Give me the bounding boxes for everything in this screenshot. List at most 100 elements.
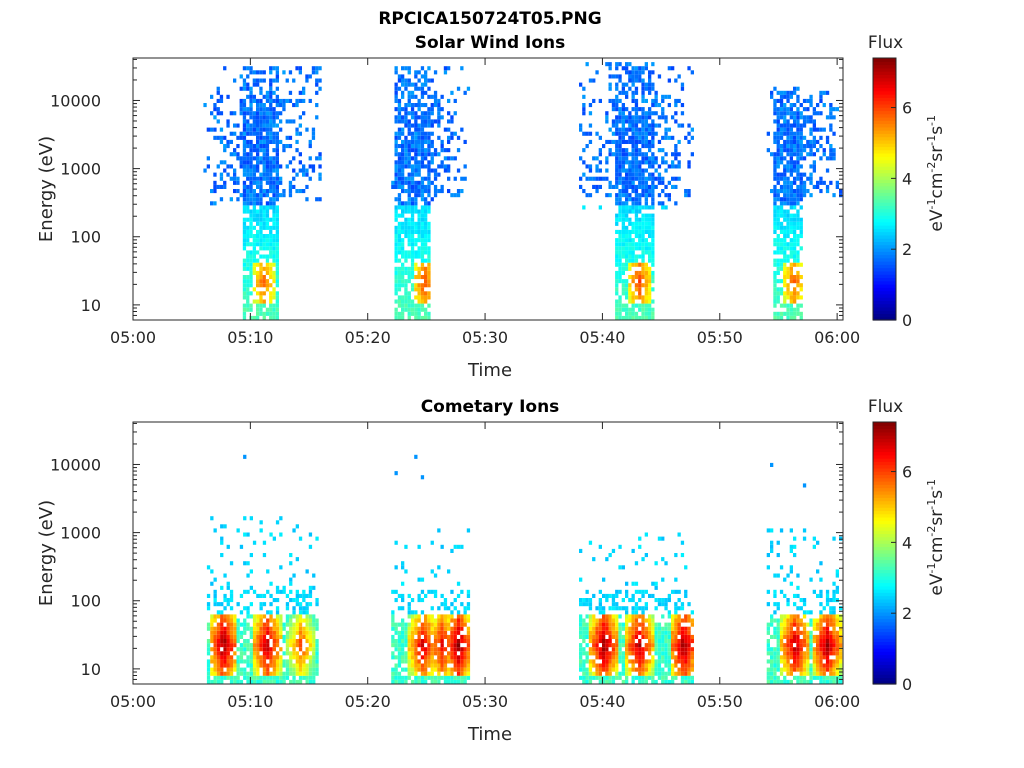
heatmap-cell <box>680 671 685 676</box>
heatmap-cell <box>269 626 273 631</box>
heatmap-cell <box>773 258 777 263</box>
heatmap-cell <box>776 180 780 185</box>
heatmap-cell <box>641 242 645 247</box>
heatmap-cell <box>249 283 253 288</box>
heatmap-cell <box>651 127 655 132</box>
heatmap-cell <box>447 176 451 181</box>
heatmap-cell <box>420 164 425 169</box>
heatmap-cell <box>269 103 273 108</box>
heatmap-cell <box>262 299 266 304</box>
heatmap-cell <box>638 205 642 210</box>
heatmap-cell <box>651 675 655 680</box>
heatmap-cell <box>427 639 431 644</box>
heatmap-cell <box>631 209 635 214</box>
heatmap-cell <box>651 156 655 161</box>
heatmap-cell <box>242 291 247 296</box>
heatmap-cell <box>414 225 418 230</box>
heatmap-cell <box>595 189 599 194</box>
heatmap-cell <box>437 647 441 652</box>
heatmap-cell <box>420 213 425 218</box>
heatmap-cell <box>269 98 273 103</box>
heatmap-cell <box>628 315 632 320</box>
heatmap-cell <box>256 647 260 652</box>
heatmap-cell <box>684 135 688 140</box>
heatmap-cell <box>789 229 793 234</box>
heatmap-cell <box>420 66 425 71</box>
heatmap-cell <box>242 168 247 173</box>
heatmap-cell <box>443 671 448 676</box>
heatmap-cell <box>219 98 224 103</box>
heatmap-cell <box>641 86 645 91</box>
heatmap-cell <box>618 144 622 149</box>
heatmap-cell <box>822 148 826 153</box>
colorbar-segment <box>873 202 896 206</box>
heatmap-cell <box>285 614 290 619</box>
heatmap-cell <box>315 78 319 83</box>
heatmap-cell <box>615 127 619 132</box>
heatmap-cell <box>638 262 642 267</box>
heatmap-cell <box>269 205 273 210</box>
heatmap-cell <box>615 160 619 165</box>
heatmap-cell <box>252 78 256 83</box>
colorbar-segment <box>873 100 896 105</box>
heatmap-cell <box>308 647 313 652</box>
heatmap-cell <box>397 111 402 116</box>
heatmap-cell <box>236 671 240 676</box>
heatmap-cell <box>437 111 441 116</box>
heatmap-cell <box>292 667 296 672</box>
heatmap-cell <box>394 630 398 635</box>
heatmap-cell <box>242 115 247 120</box>
heatmap-cell <box>256 123 260 128</box>
heatmap-cell <box>279 647 283 652</box>
heatmap-cell <box>588 139 593 144</box>
heatmap-cell <box>407 94 411 99</box>
heatmap-cell <box>796 164 800 169</box>
heatmap-cell <box>226 639 230 644</box>
heatmap-cell <box>766 659 770 664</box>
heatmap-cell <box>822 634 826 639</box>
heatmap-cell <box>786 598 790 603</box>
heatmap-cell <box>674 610 678 615</box>
heatmap-cell <box>796 250 800 255</box>
heatmap-cell <box>602 593 606 598</box>
heatmap-cell <box>677 659 681 664</box>
heatmap-cell <box>450 610 454 615</box>
colorbar-units-label: eV-1cm-2sr-1s-1 <box>925 115 947 232</box>
heatmap-cell <box>404 643 408 648</box>
heatmap-cell <box>430 622 434 627</box>
heatmap-cell <box>684 189 688 194</box>
heatmap-cell <box>796 270 800 275</box>
heatmap-cell <box>272 201 276 206</box>
heatmap-cell <box>292 630 296 635</box>
heatmap-cell <box>427 205 431 210</box>
heatmap-cell <box>677 74 681 79</box>
heatmap-cell <box>625 62 629 67</box>
heatmap-cell <box>615 262 619 267</box>
heatmap-cell <box>259 295 263 300</box>
heatmap-cell <box>641 131 645 136</box>
heatmap-cell <box>644 242 648 247</box>
heatmap-cell <box>638 152 642 157</box>
heatmap-cell <box>226 659 230 664</box>
heatmap-cell <box>265 127 270 132</box>
heatmap-cell <box>625 287 629 292</box>
x-tick-label: 05:10 <box>227 692 273 711</box>
heatmap-cell <box>615 221 619 226</box>
heatmap-cell <box>252 98 256 103</box>
heatmap-cell <box>687 675 691 680</box>
heatmap-cell <box>585 643 589 648</box>
heatmap-cell <box>615 311 619 316</box>
heatmap-cell <box>394 229 398 234</box>
heatmap-cell <box>256 119 260 124</box>
heatmap-cell <box>638 78 642 83</box>
heatmap-cell <box>427 663 431 668</box>
heatmap-cell <box>799 221 803 226</box>
heatmap-cell <box>420 655 425 660</box>
heatmap-cell <box>219 111 224 116</box>
heatmap-cell <box>259 643 263 648</box>
heatmap-cell <box>638 315 642 320</box>
heatmap-cell <box>249 630 253 635</box>
heatmap-cell <box>266 643 270 648</box>
heatmap-cell <box>269 647 273 652</box>
heatmap-cell <box>440 622 444 627</box>
